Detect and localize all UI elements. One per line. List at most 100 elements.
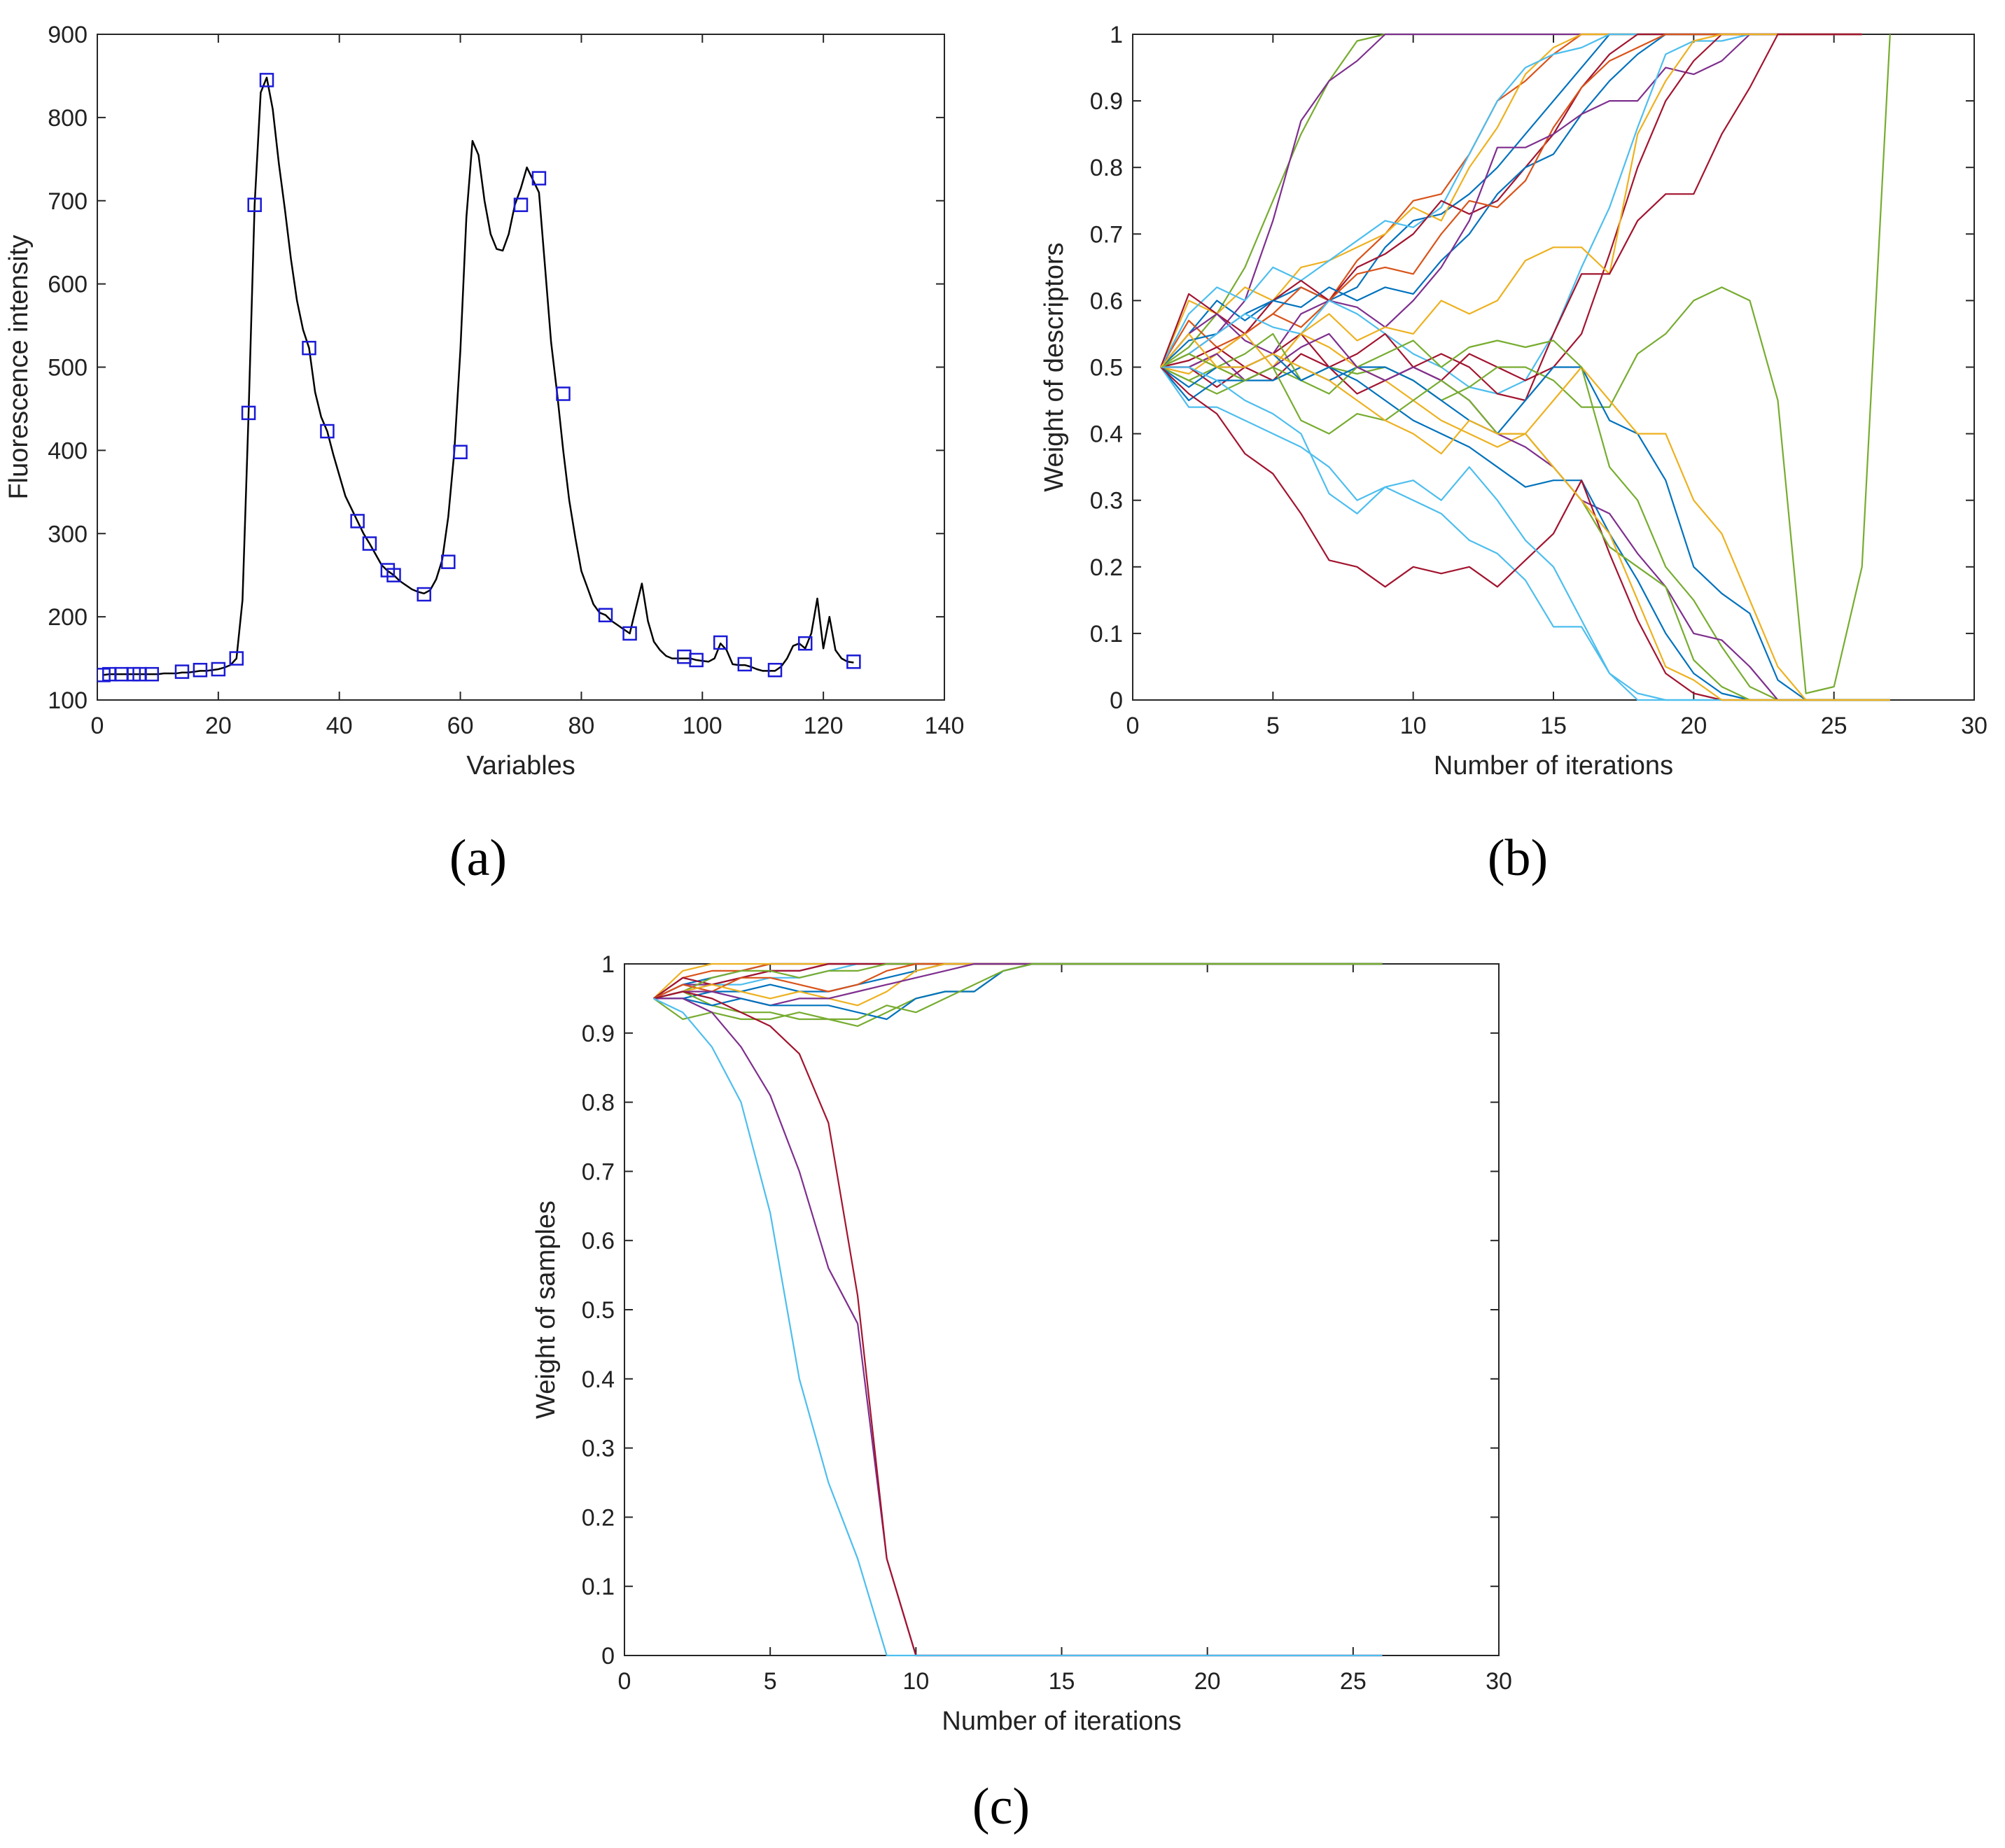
series-group [1160,33,1891,701]
x-tick-label: 0 [1126,713,1140,739]
y-tick-label: 500 [48,355,88,382]
x-tick-label: 40 [326,713,353,739]
data-point-marker [453,444,468,460]
y-tick-label: 0.9 [1090,88,1123,115]
y-axis-label: Weight of samples [531,1200,561,1419]
y-tick-label: 700 [48,188,88,215]
data-point-marker [556,386,571,401]
x-tick-label: 15 [1540,713,1567,739]
x-tick-label: 20 [1680,713,1707,739]
y-tick-label: 0.7 [582,1158,615,1185]
panel-b-chart: 0 5 10 15 20 25 30 0 0.1 0.2 0.3 0.4 0.5 0.6 0.7 0.8 0.9… [1040,22,1987,887]
y-tick-label: 0.1 [1090,621,1123,648]
y-tick-label: 0.4 [582,1366,615,1393]
y-tick-label: 0.5 [582,1297,615,1324]
data-point-marker [846,654,861,669]
x-tick-label: 15 [1049,1668,1075,1695]
plot-area [97,34,945,701]
x-tick-label: 20 [1194,1668,1221,1695]
panel-label: (a) [449,830,507,887]
y-tick-label: 100 [48,687,88,714]
x-tick-label: 120 [804,713,844,739]
data-point-marker [241,405,256,421]
series-line-d11 [1160,33,1862,395]
y-tick-label: 1 [601,951,615,978]
y-tick-label: 400 [48,438,88,464]
data-point-marker [737,657,753,672]
x-tick-label: 10 [902,1668,929,1695]
y-tick-label: 0.6 [582,1228,615,1254]
y-tick-label: 200 [48,604,88,631]
x-axis-label: Number of iterations [942,1707,1181,1736]
data-point-marker [259,73,274,88]
x-tick-label: 100 [683,713,722,739]
data-point-marker [320,424,335,439]
y-tick-label: 0.3 [582,1436,615,1462]
y-axis-label: Weight of descriptors [1040,242,1069,491]
panel-a-chart: 0 20 40 60 80 100 120 140 100 200 300 400 500 600 700 8… [4,22,964,887]
series-line-d19 [1161,332,1890,701]
y-tick-label: 0.9 [582,1021,615,1047]
panel-c-chart: 0 5 10 15 20 25 30 0 0.1 0.2 0.3 0.4 0.5 0.6 0.7 0.8 0.9… [531,951,1512,1835]
data-point-marker [531,171,547,186]
x-tick-label: 20 [205,713,232,739]
panel-label: (b) [1488,830,1548,887]
y-tick-label: 600 [48,272,88,298]
x-axis-label: Number of iterations [1434,751,1673,780]
y-tick-label: 800 [48,105,88,132]
y-tick-label: 0.7 [1090,221,1123,248]
y-tick-label: 0.2 [1090,554,1123,581]
x-tick-label: 0 [618,1668,631,1695]
y-tick-label: 0.8 [1090,155,1123,181]
x-axis-label: Variables [466,751,575,780]
data-point-marker [598,608,613,622]
x-tick-label: 30 [1961,713,1987,739]
y-tick-label: 0 [601,1643,615,1670]
y-tick-label: 0.4 [1090,421,1123,448]
x-tick-label: 80 [568,713,595,739]
y-tick-label: 1 [1110,22,1123,48]
y-tick-label: 0.5 [1090,355,1123,382]
data-point-marker [302,340,316,356]
y-tick-label: 0 [1110,687,1123,714]
data-point-marker [767,662,783,678]
panel-label: (c) [972,1778,1030,1835]
series-line-d16 [1160,366,1890,701]
data-point-marker [211,662,226,677]
x-tick-label: 10 [1400,713,1427,739]
series-line-d10 [1160,33,1862,368]
x-tick-label: 5 [764,1668,777,1695]
y-tick-label: 900 [48,22,88,48]
series-line-d25 [1160,332,1890,701]
data-point-marker [513,197,529,212]
y-tick-label: 0.6 [1090,288,1123,314]
x-tick-label: 0 [91,713,104,739]
series-line-s14 [652,962,1383,1021]
y-tick-label: 0.8 [582,1090,615,1116]
data-point-marker [193,662,208,678]
x-tick-label: 60 [447,713,474,739]
data-point-marker [689,652,704,668]
data-point-marker [362,536,377,551]
data-point-marker [441,554,456,569]
series-group [652,962,1383,1657]
data-point-marker [247,197,262,212]
series-line-spectrum [103,76,854,676]
data-point-marker [417,587,431,602]
y-tick-label: 0.1 [582,1574,615,1600]
y-tick-label: 0.3 [1090,488,1123,514]
series-line-s17 [653,997,1383,1657]
data-point-marker [229,651,244,666]
data-point-marker [350,514,365,528]
x-tick-label: 25 [1821,713,1847,739]
data-point-marker [622,626,637,641]
x-tick-label: 140 [925,713,965,739]
y-tick-label: 300 [48,521,88,547]
x-tick-label: 5 [1266,713,1280,739]
plot-area [624,963,1500,1656]
data-point-marker [144,666,160,682]
x-tick-label: 25 [1340,1668,1367,1695]
series-line-d18 [1160,332,1890,701]
data-point-marker [386,568,401,582]
